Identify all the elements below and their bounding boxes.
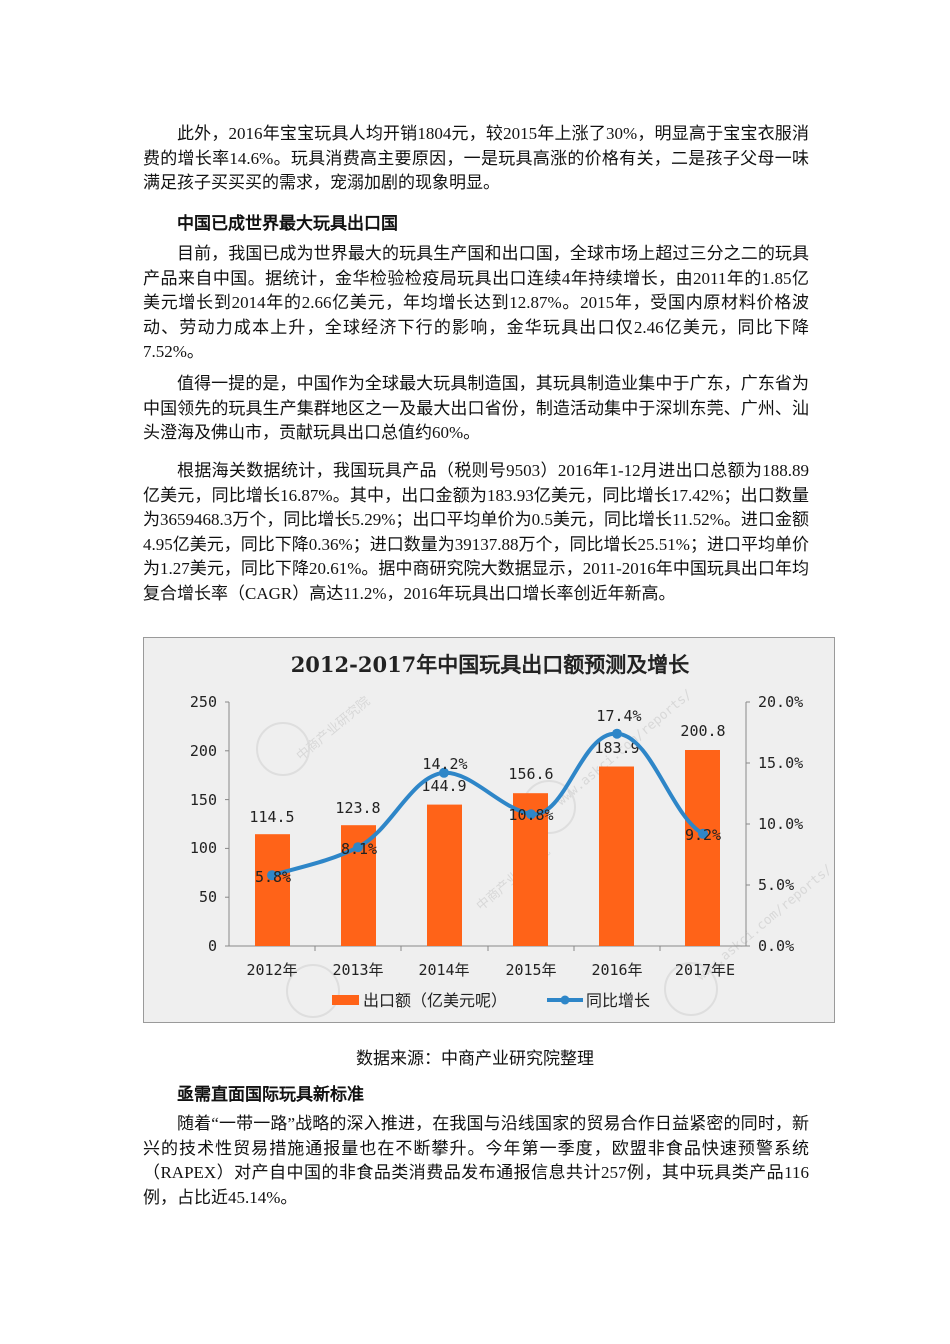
bar-series — [255, 750, 720, 946]
bar-label-2014: 144.9 — [421, 777, 466, 795]
bar-label-2013: 123.8 — [335, 799, 380, 817]
growth-label-2016: 17.4% — [596, 707, 641, 725]
legend-bar-swatch — [332, 995, 359, 1005]
chart-title: 2012-2017年中国玩具出口额预测及增长 — [291, 652, 691, 677]
bar-label-2015: 156.6 — [508, 765, 553, 783]
category-labels: 2012年 2013年 2014年 2015年 2016年 2017年E — [246, 961, 735, 979]
paragraph-customs-statistics: 根据海关数据统计，我国玩具产品（税则号9503）2016年1-12月进出口总额为… — [143, 461, 809, 603]
legend-bar-label: 出口额（亿美元呢） — [363, 991, 507, 1010]
left-tick-150: 150 — [190, 791, 217, 809]
left-tick-50: 50 — [199, 888, 217, 906]
right-axis-labels: 0.0% 5.0% 10.0% 15.0% 20.0% — [758, 693, 803, 955]
export-chart: 中商产业研究院 www.askci.com/reports/ 中商产业研究院 w… — [143, 637, 835, 1023]
right-axis-ticks — [746, 701, 750, 947]
right-tick-20: 20.0% — [758, 693, 803, 711]
growth-markers — [267, 728, 708, 881]
x-axis-ticks — [314, 946, 661, 951]
left-tick-200: 200 — [190, 742, 217, 760]
section-heading-new-standards: 亟需直面国际玩具新标准 — [177, 1085, 364, 1105]
section-heading-largest-exporter: 中国已成世界最大玩具出口国 — [177, 214, 398, 234]
watermark — [256, 722, 718, 1018]
paragraph-jinhua-exports: 目前，我国已成为世界最大的玩具生产国和出口国，全球市场上超过三分之二的玩具产品来… — [143, 244, 809, 361]
svg-text:中商产业研究院: 中商产业研究院 — [294, 694, 373, 764]
right-tick-0: 0.0% — [758, 937, 794, 955]
left-tick-250: 250 — [190, 693, 217, 711]
growth-label-2017E: 9.2% — [685, 826, 721, 844]
left-axis-labels: 0 50 100 150 200 250 — [190, 693, 217, 955]
legend-line-marker — [560, 995, 570, 1005]
paragraph-toy-spending: 此外，2016年宝宝玩具人均开销1804元，较2015年上涨了30%，明显高于宝… — [143, 124, 809, 192]
chart-svg: 中商产业研究院 www.askci.com/reports/ 中商产业研究院 w… — [190, 652, 835, 1018]
bar-label-2012: 114.5 — [249, 808, 294, 826]
growth-label-2012: 5.8% — [255, 868, 291, 886]
chart-legend: 出口额（亿美元呢） 同比增长 — [332, 991, 650, 1010]
paragraph-rapex: 随着“一带一路”战略的深入推进，在我国与沿线国家的贸易合作日益紧密的同时，新兴的… — [143, 1114, 809, 1207]
growth-label-2015: 10.8% — [508, 806, 553, 824]
growth-labels: 5.8% 8.1% 14.2% 10.8% 17.4% 9.2% — [255, 707, 721, 886]
bar-label-2016: 183.9 — [594, 739, 639, 757]
bar-value-labels: 114.5 123.8 144.9 156.6 183.9 200.8 — [249, 722, 725, 826]
category-2013: 2013年 — [332, 961, 383, 979]
right-tick-15: 15.0% — [758, 754, 803, 772]
category-2014: 2014年 — [418, 961, 469, 979]
left-tick-0: 0 — [208, 937, 217, 955]
right-tick-10: 10.0% — [758, 815, 803, 833]
growth-label-2014: 14.2% — [422, 755, 467, 773]
category-2015: 2015年 — [505, 961, 556, 979]
left-axis-ticks — [225, 701, 229, 947]
category-2017E: 2017年E — [675, 961, 735, 979]
bar-2016 — [599, 766, 634, 946]
legend-line-label: 同比增长 — [586, 991, 650, 1010]
paragraph-guangdong: 值得一提的是，中国作为全球最大玩具制造国，其玩具制造业集中于广东，广东省为中国领… — [143, 374, 809, 442]
chart-source-caption: 数据来源：中商产业研究院整理 — [356, 1049, 594, 1068]
growth-label-2013: 8.1% — [341, 840, 377, 858]
right-tick-5: 5.0% — [758, 876, 794, 894]
left-tick-100: 100 — [190, 839, 217, 857]
bar-2014 — [427, 804, 462, 946]
bar-2012 — [255, 834, 290, 946]
bar-2017E — [685, 750, 720, 946]
category-2012: 2012年 — [246, 961, 297, 979]
bar-label-2017E: 200.8 — [680, 722, 725, 740]
category-2016: 2016年 — [591, 961, 642, 979]
